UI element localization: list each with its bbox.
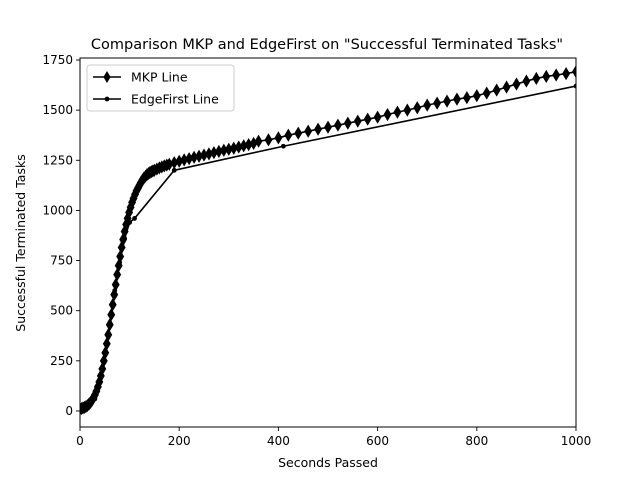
data-point — [87, 402, 93, 408]
y-axis-label: Successful Terminated Tasks — [13, 154, 28, 331]
data-point — [462, 91, 471, 105]
data-point — [522, 74, 531, 88]
legend-marker — [103, 71, 111, 83]
x-tick-label: 1000 — [561, 434, 592, 448]
legend-label: EdgeFirst Line — [131, 92, 219, 107]
data-point — [542, 69, 551, 84]
data-point — [423, 98, 432, 112]
data-point — [80, 408, 83, 414]
data-point — [562, 67, 571, 81]
legend-marker — [104, 96, 110, 102]
y-tick-label: 0 — [65, 404, 73, 418]
data-point — [122, 236, 128, 241]
data-point — [171, 167, 177, 173]
data-point — [532, 71, 541, 86]
data-point — [333, 118, 342, 132]
data-point — [552, 68, 561, 82]
data-point — [373, 110, 382, 124]
data-point — [383, 107, 392, 122]
y-tick-label: 1000 — [42, 203, 73, 217]
data-point — [343, 116, 352, 130]
legend-box — [86, 64, 235, 112]
x-tick-label: 600 — [366, 434, 389, 448]
data-point — [280, 143, 286, 149]
data-point — [512, 77, 521, 91]
series-1 — [80, 83, 576, 414]
x-tick-label: 800 — [465, 434, 488, 448]
y-tick-label: 500 — [50, 304, 73, 318]
data-point — [314, 122, 323, 136]
data-point — [264, 133, 273, 147]
x-tick-label: 0 — [76, 434, 84, 448]
chart-title: Comparison MKP and EdgeFirst on "Success… — [91, 37, 563, 53]
data-point — [393, 105, 402, 119]
data-point — [107, 320, 113, 326]
data-point — [573, 83, 576, 89]
data-point — [117, 260, 123, 265]
data-point — [403, 103, 412, 117]
data-point — [453, 92, 461, 106]
x-axis-label: Seconds Passed — [278, 455, 378, 470]
y-tick-label: 750 — [50, 254, 73, 268]
data-point — [472, 89, 481, 103]
data-point — [443, 94, 451, 108]
plot-frame — [79, 57, 577, 428]
plot-background — [80, 58, 576, 427]
plot-area — [80, 58, 576, 427]
data-point — [433, 96, 442, 110]
data-point — [274, 131, 283, 145]
data-point — [284, 128, 293, 142]
data-point — [92, 396, 98, 402]
y-tick-label: 1250 — [42, 153, 73, 167]
data-point — [112, 288, 118, 294]
legend-item-1: EdgeFirst Line — [93, 92, 219, 107]
y-tick-label: 250 — [50, 354, 73, 368]
legend-item-0: MKP Line — [93, 70, 188, 85]
y-tick-label: 1750 — [42, 53, 73, 67]
data-point — [132, 216, 137, 221]
data-point — [492, 83, 501, 97]
data-point — [572, 65, 576, 79]
data-point — [97, 380, 103, 386]
data-point — [363, 112, 372, 126]
axes-layer: 0 200 400 600 800 1000 0 250 500 750 1000 1250 1500 1… — [42, 53, 591, 448]
data-point — [127, 220, 132, 225]
x-tick-label: 400 — [267, 434, 290, 448]
series-layer — [80, 65, 576, 416]
data-point — [482, 86, 491, 100]
data-point — [102, 350, 108, 356]
x-tick-label: 200 — [168, 434, 191, 448]
data-point — [413, 101, 422, 115]
data-point — [304, 124, 313, 138]
data-point — [324, 120, 332, 134]
data-point — [502, 80, 511, 94]
legend-label: MKP Line — [131, 70, 188, 85]
y-tick-label: 1500 — [42, 103, 73, 117]
data-point — [294, 126, 303, 140]
data-point — [254, 134, 263, 148]
data-point — [82, 406, 88, 412]
legend: MKP Line EdgeFirst Line — [86, 64, 235, 112]
series-0 — [80, 65, 576, 416]
data-point — [353, 114, 362, 128]
